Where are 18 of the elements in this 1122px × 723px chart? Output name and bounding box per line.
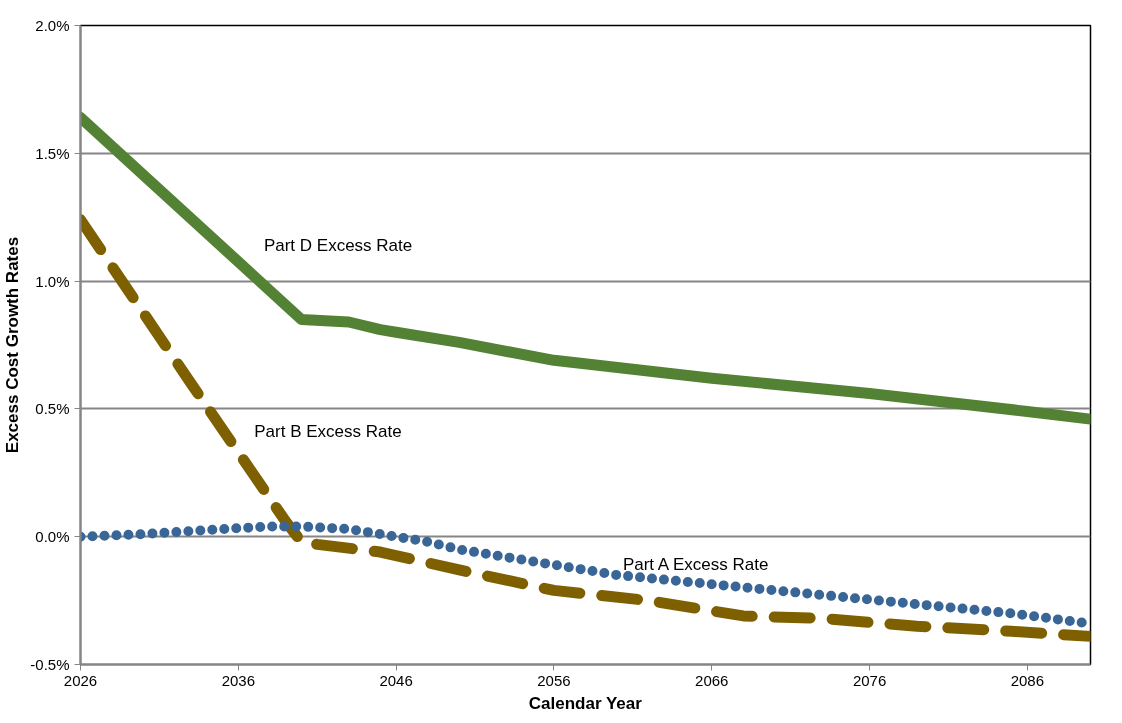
y-tick-label: 0.0% [35, 528, 70, 546]
y-axis-title: Excess Cost Growth Rates [3, 236, 23, 454]
series-label: Part A Excess Rate [622, 555, 769, 575]
x-tick-label: 2086 [1010, 671, 1045, 689]
x-tick-label: 2076 [852, 671, 887, 689]
x-axis-title: Calendar Year [528, 693, 643, 713]
x-tick-label: 2056 [537, 671, 571, 689]
x-tick-label: 2026 [63, 671, 98, 689]
x-tick-label: 2046 [379, 671, 413, 689]
y-tick-label: 1.5% [35, 144, 70, 162]
series-label: Part B Excess Rate [254, 421, 402, 441]
x-tick-label: 2066 [695, 671, 729, 689]
y-tick-label: -0.5% [30, 656, 70, 673]
y-tick-label: 1.0% [35, 272, 70, 290]
x-tick-label: 2036 [221, 671, 255, 689]
y-tick-label: 0.5% [35, 400, 70, 418]
series-label: Part D Excess Rate [263, 235, 413, 255]
y-tick-label: 2.0% [35, 17, 70, 34]
